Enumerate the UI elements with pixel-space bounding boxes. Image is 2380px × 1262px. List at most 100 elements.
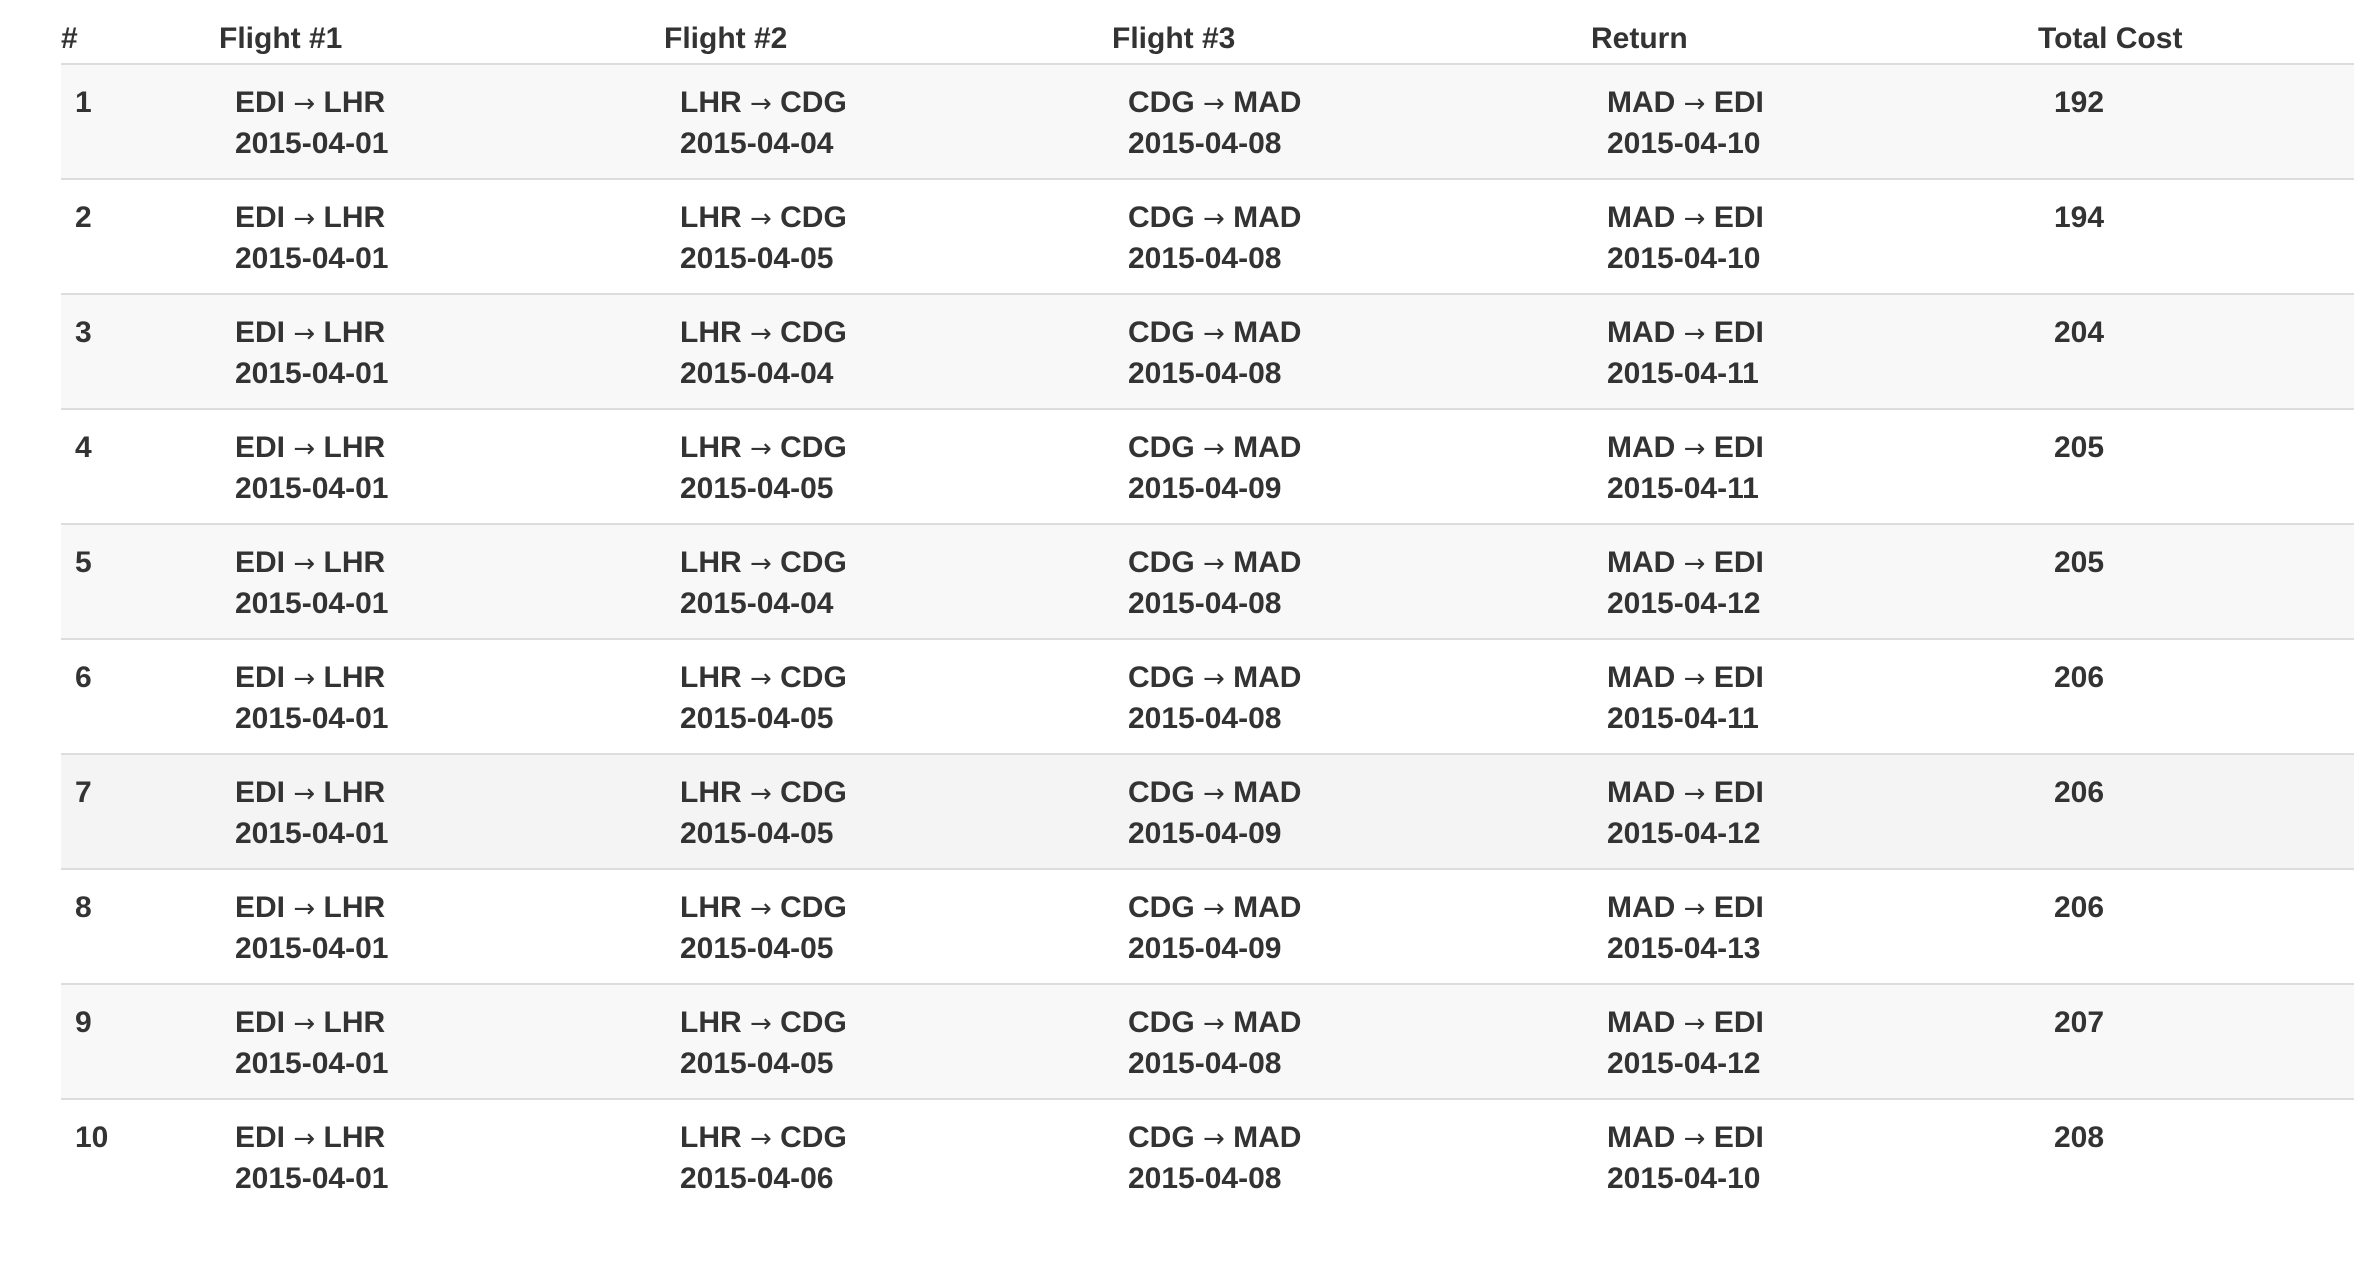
flight-date: 2015-04-11 <box>1607 357 1759 390</box>
destination-airport: LHR <box>323 891 386 924</box>
arrow-right-icon: → <box>1203 319 1225 349</box>
flight-3-cell: CDG → MAD 2015-04-08 <box>1128 198 1301 279</box>
row-number: 5 <box>75 546 92 579</box>
total-cost: 206 <box>2054 891 2105 924</box>
flight-date: 2015-04-01 <box>235 932 389 965</box>
route: MAD → EDI <box>1607 198 1764 239</box>
route: EDI → LHR <box>235 658 388 699</box>
route: CDG → MAD <box>1128 888 1301 929</box>
route: CDG → MAD <box>1128 773 1301 814</box>
table-row[interactable]: 2 EDI → LHR 2015-04-01 LHR → CDG 2015-04-05 C… <box>61 180 2354 295</box>
route: EDI → LHR <box>235 83 388 124</box>
flight-2-cell: LHR → CDG 2015-04-06 <box>680 1118 847 1199</box>
origin-airport: MAD <box>1607 86 1676 119</box>
destination-airport: MAD <box>1233 776 1302 809</box>
table-row[interactable]: 4 EDI → LHR 2015-04-01 LHR → CDG 2015-04-05 C… <box>61 410 2354 525</box>
flight-date: 2015-04-01 <box>235 127 389 160</box>
flight-date: 2015-04-01 <box>235 242 389 275</box>
flight-date: 2015-04-05 <box>680 1047 834 1080</box>
route: MAD → EDI <box>1607 83 1764 124</box>
return-cell: MAD → EDI 2015-04-11 <box>1607 428 1764 509</box>
route: LHR → CDG <box>680 1003 847 1044</box>
route: LHR → CDG <box>680 1118 847 1159</box>
flight-3-cell: CDG → MAD 2015-04-08 <box>1128 1003 1301 1084</box>
arrow-right-icon: → <box>1203 1009 1225 1039</box>
origin-airport: CDG <box>1128 891 1195 924</box>
table-row[interactable]: 3 EDI → LHR 2015-04-01 LHR → CDG 2015-04-04 C… <box>61 295 2354 410</box>
flight-date: 2015-04-12 <box>1607 587 1761 620</box>
arrow-right-icon: → <box>1683 434 1706 464</box>
flight-date: 2015-04-10 <box>1607 127 1761 160</box>
destination-airport: EDI <box>1713 776 1764 809</box>
route: EDI → LHR <box>235 1118 388 1159</box>
origin-airport: EDI <box>235 201 286 234</box>
destination-airport: EDI <box>1713 316 1764 349</box>
arrow-right-icon: → <box>1683 894 1706 924</box>
route: EDI → LHR <box>235 543 388 584</box>
flight-date: 2015-04-05 <box>680 702 834 735</box>
row-number: 7 <box>75 776 92 809</box>
itinerary-table: # Flight #1 Flight #2 Flight #3 Return T… <box>61 18 2354 1213</box>
flight-date: 2015-04-09 <box>1128 932 1282 965</box>
return-cell: MAD → EDI 2015-04-10 <box>1607 1118 1764 1199</box>
route: EDI → LHR <box>235 313 388 354</box>
flight-3-cell: CDG → MAD 2015-04-09 <box>1128 428 1301 509</box>
table-row[interactable]: 10 EDI → LHR 2015-04-01 LHR → CDG 2015-04-06… <box>61 1100 2354 1213</box>
route: MAD → EDI <box>1607 773 1764 814</box>
route: EDI → LHR <box>235 773 388 814</box>
header-total-cost[interactable]: Total Cost <box>2038 22 2183 55</box>
arrow-right-icon: → <box>1683 1124 1706 1154</box>
return-cell: MAD → EDI 2015-04-10 <box>1607 198 1764 279</box>
row-number: 6 <box>75 661 92 694</box>
origin-airport: CDG <box>1128 1006 1195 1039</box>
header-number[interactable]: # <box>61 22 78 55</box>
flight-date: 2015-04-01 <box>235 357 389 390</box>
destination-airport: EDI <box>1713 661 1764 694</box>
origin-airport: CDG <box>1128 661 1195 694</box>
header-flight-3[interactable]: Flight #3 <box>1112 22 1236 55</box>
destination-airport: EDI <box>1713 891 1764 924</box>
route: CDG → MAD <box>1128 313 1301 354</box>
origin-airport: LHR <box>680 776 742 809</box>
header-flight-2[interactable]: Flight #2 <box>664 22 788 55</box>
flight-2-cell: LHR → CDG 2015-04-05 <box>680 428 847 509</box>
flight-1-cell: EDI → LHR 2015-04-01 <box>235 888 388 969</box>
destination-airport: LHR <box>323 661 386 694</box>
route: EDI → LHR <box>235 888 388 929</box>
flight-date: 2015-04-10 <box>1607 1162 1761 1195</box>
flight-date: 2015-04-13 <box>1607 932 1761 965</box>
table-row[interactable]: 1 EDI → LHR 2015-04-01 LHR → CDG 2015-04-04 C… <box>61 65 2354 180</box>
arrow-right-icon: → <box>1683 779 1706 809</box>
origin-airport: EDI <box>235 1006 286 1039</box>
flight-1-cell: EDI → LHR 2015-04-01 <box>235 1118 388 1199</box>
origin-airport: MAD <box>1607 316 1676 349</box>
origin-airport: MAD <box>1607 776 1676 809</box>
destination-airport: CDG <box>780 1121 847 1154</box>
arrow-right-icon: → <box>1683 319 1706 349</box>
row-number: 2 <box>75 201 92 234</box>
destination-airport: EDI <box>1713 431 1764 464</box>
header-return[interactable]: Return <box>1591 22 1688 55</box>
arrow-right-icon: → <box>750 1009 772 1039</box>
flight-date: 2015-04-04 <box>680 127 834 160</box>
arrow-right-icon: → <box>1683 204 1706 234</box>
destination-airport: EDI <box>1713 546 1764 579</box>
table-row[interactable]: 8 EDI → LHR 2015-04-01 LHR → CDG 2015-04-05 C… <box>61 870 2354 985</box>
header-flight-1[interactable]: Flight #1 <box>219 22 343 55</box>
table-row[interactable]: 9 EDI → LHR 2015-04-01 LHR → CDG 2015-04-05 C… <box>61 985 2354 1100</box>
flight-date: 2015-04-04 <box>680 587 834 620</box>
route: LHR → CDG <box>680 428 847 469</box>
arrow-right-icon: → <box>293 779 316 809</box>
table-row[interactable]: 6 EDI → LHR 2015-04-01 LHR → CDG 2015-04-05 C… <box>61 640 2354 755</box>
flight-1-cell: EDI → LHR 2015-04-01 <box>235 543 388 624</box>
flight-2-cell: LHR → CDG 2015-04-05 <box>680 773 847 854</box>
arrow-right-icon: → <box>1683 89 1706 119</box>
route: EDI → LHR <box>235 198 388 239</box>
origin-airport: EDI <box>235 316 286 349</box>
origin-airport: CDG <box>1128 201 1195 234</box>
destination-airport: MAD <box>1233 891 1302 924</box>
arrow-right-icon: → <box>293 1009 316 1039</box>
table-row[interactable]: 7 EDI → LHR 2015-04-01 LHR → CDG 2015-04-05 C… <box>61 755 2354 870</box>
table-row[interactable]: 5 EDI → LHR 2015-04-01 LHR → CDG 2015-04-04 C… <box>61 525 2354 640</box>
route: LHR → CDG <box>680 313 847 354</box>
